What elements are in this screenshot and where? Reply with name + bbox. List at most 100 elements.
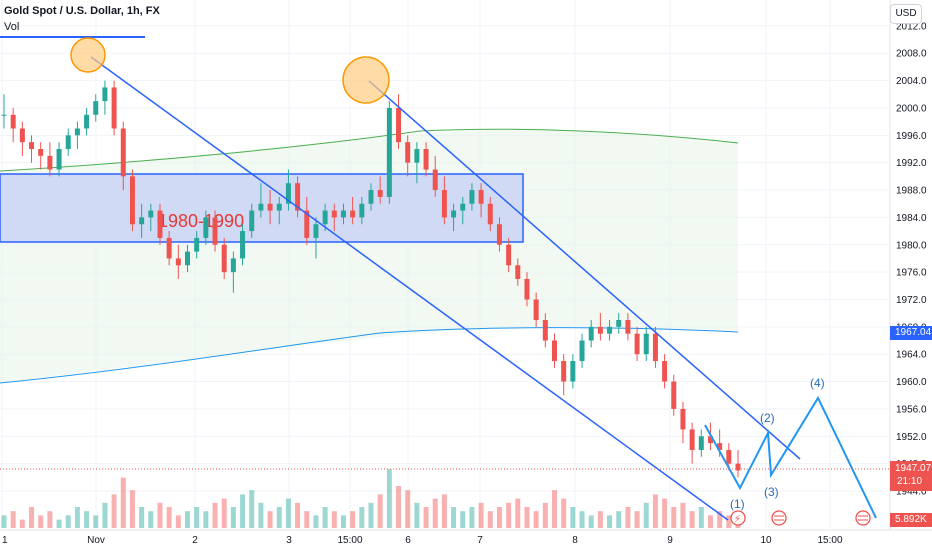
price-tick-label: 1964.0 (896, 350, 927, 361)
volume-bar (166, 507, 172, 528)
time-tick-label: 15:00 (817, 535, 842, 546)
price-tick-label: 2000.0 (896, 103, 927, 114)
candle-body (460, 203, 466, 211)
symbol-title[interactable]: Gold Spot / U.S. Dollar, 1h, FX (4, 5, 160, 17)
candle-body (65, 135, 71, 149)
lightning-event-icon[interactable] (730, 510, 746, 526)
candle-body (359, 203, 365, 218)
price-tick-label: 1960.0 (896, 377, 927, 388)
volume-bar (175, 515, 181, 528)
candle (313, 217, 319, 259)
candle (194, 231, 200, 259)
volume-bar (396, 486, 402, 528)
candle (607, 320, 613, 341)
volume-bar (625, 507, 631, 528)
price-tick-label: 1944.0 (896, 487, 927, 498)
candle-body (313, 224, 319, 238)
volume-bar (552, 490, 557, 528)
channel-upper-trendline (368, 80, 801, 460)
candle-body (634, 333, 640, 355)
volume-bar (331, 511, 337, 528)
candle (258, 183, 264, 218)
candle (175, 244, 181, 279)
candle (643, 326, 649, 362)
candle-body (194, 237, 200, 252)
volume-bars (1, 469, 741, 528)
volume-bar (680, 502, 686, 528)
candle-body (93, 101, 99, 115)
volume-bar (515, 498, 521, 528)
time-tick-label: 2 (192, 535, 198, 546)
volume-bar (65, 515, 71, 528)
candle (496, 217, 502, 252)
candle-body (607, 326, 613, 334)
volume-bar (487, 511, 493, 528)
candle (38, 142, 44, 170)
candle-body (616, 320, 622, 327)
candle-body (1, 114, 7, 116)
volume-bar (313, 515, 319, 528)
volume-bar (56, 519, 62, 528)
candle (84, 107, 90, 136)
last-price-label: 1947.07 (895, 463, 932, 474)
volume-bar (350, 511, 356, 528)
candle-body (47, 155, 53, 170)
candle (588, 320, 594, 348)
price-tick-label: 1992.0 (896, 158, 927, 169)
candle (423, 142, 429, 177)
ma-price-label-bg (890, 326, 932, 340)
volume-bar (496, 507, 502, 528)
candle-body (680, 408, 686, 430)
volume-bar (533, 511, 539, 528)
volume-bar (662, 498, 668, 528)
candle-body (487, 203, 493, 225)
volume-bar (451, 507, 457, 528)
candle-body (10, 114, 16, 129)
currency-button[interactable]: USD (890, 4, 922, 24)
candle-body (120, 128, 126, 177)
candle (533, 292, 539, 327)
us-flag-event-icon[interactable] (855, 510, 871, 526)
candle-body (515, 265, 521, 279)
candle (304, 196, 310, 245)
volume-bar (102, 502, 108, 528)
volume-bar (634, 511, 640, 528)
volume-bar (47, 511, 53, 528)
candle-body (405, 142, 411, 163)
candle-body (368, 190, 374, 204)
bar-countdown-label: 21:10 (897, 476, 923, 487)
candle-body (396, 107, 402, 143)
volume-bar (120, 477, 126, 528)
volume-bar (643, 502, 649, 528)
candle-body (175, 258, 181, 266)
volume-bar (203, 511, 209, 528)
candle (230, 251, 236, 293)
candle-body (230, 258, 236, 273)
candle (19, 121, 25, 156)
price-tick-label: 2012.0 (896, 21, 927, 32)
volume-value-label: 5.892K (895, 514, 927, 525)
lightning-icon: ⚡ (734, 514, 741, 525)
candle-body (84, 114, 90, 129)
price-tick-label: 1984.0 (896, 213, 927, 224)
candle (377, 176, 383, 204)
volume-indicator-label[interactable]: Vol (4, 21, 20, 33)
time-tick-label: 8 (572, 535, 578, 546)
candle-body (258, 203, 264, 211)
candle-body (570, 361, 576, 382)
candle-body (139, 217, 145, 225)
candle (552, 333, 557, 368)
price-tick-label: 1980.0 (896, 240, 927, 251)
channel-lower-trendline (90, 56, 729, 521)
volume-bar (726, 515, 732, 528)
candle (120, 121, 126, 191)
candle-body (652, 333, 658, 362)
candle-body (386, 107, 392, 197)
candle-body (496, 224, 502, 245)
candle (396, 94, 402, 149)
candle (478, 183, 484, 218)
us-flag-event-icon[interactable] (771, 510, 787, 526)
candle (414, 142, 420, 184)
chart-legend: Gold Spot / U.S. Dollar, 1h, FX Vol (4, 4, 160, 34)
